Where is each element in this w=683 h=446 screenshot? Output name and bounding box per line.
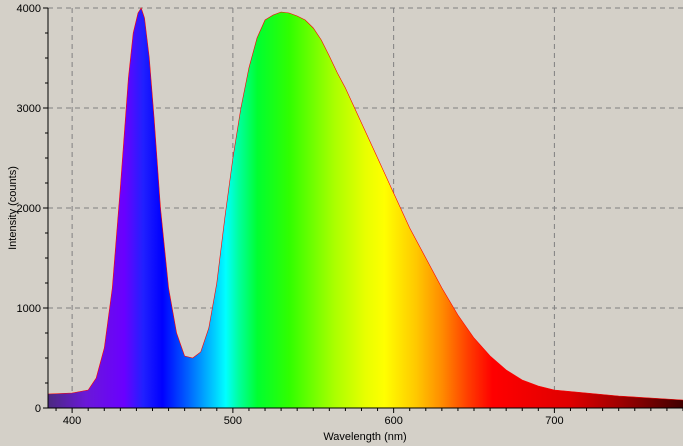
axes <box>43 7 683 413</box>
x-tick-label: 700 <box>545 415 563 427</box>
y-tick-label: 3000 <box>17 103 41 115</box>
y-tick-label: 4000 <box>17 3 41 15</box>
x-axis-title: Wavelength (nm) <box>323 431 406 443</box>
y-axis-title: Intensity (counts) <box>7 166 19 250</box>
y-tick-label: 2000 <box>17 203 41 215</box>
x-tick-label: 400 <box>63 415 81 427</box>
spectrum-outline <box>47 7 683 401</box>
y-tick-label: 1000 <box>17 303 41 315</box>
x-tick-label: 600 <box>384 415 402 427</box>
spectrum-area <box>48 8 683 408</box>
x-tick-label: 500 <box>224 415 242 427</box>
tick-labels: 400 500 600 700 0 1000 2000 3000 4000 <box>17 3 564 427</box>
y-tick-label: 0 <box>35 403 41 415</box>
